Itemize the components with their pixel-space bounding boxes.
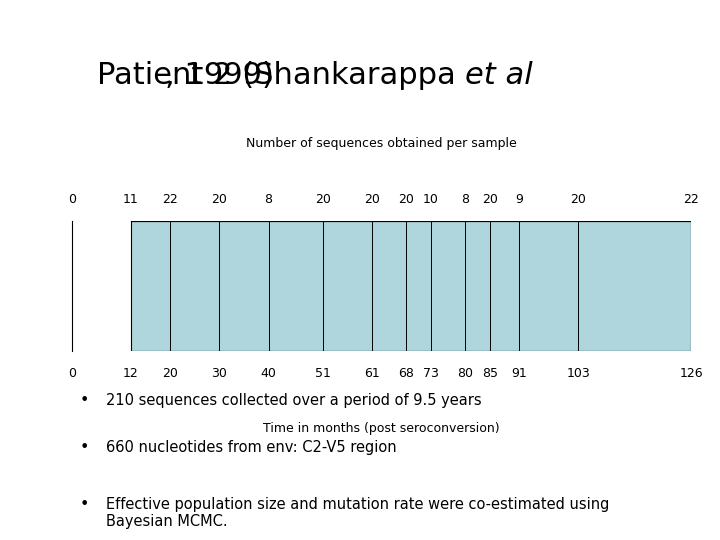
Text: 51: 51 <box>315 367 330 380</box>
Text: 61: 61 <box>364 367 379 380</box>
Text: Patient 2 (Shankarappa: Patient 2 (Shankarappa <box>96 60 465 90</box>
Text: 12: 12 <box>123 367 139 380</box>
Text: 11: 11 <box>123 193 139 206</box>
Text: 20: 20 <box>398 193 414 206</box>
Text: 85: 85 <box>482 367 498 380</box>
Text: 0: 0 <box>68 367 76 380</box>
Text: 103: 103 <box>567 367 590 380</box>
Text: 68: 68 <box>398 367 414 380</box>
Text: 126: 126 <box>680 367 703 380</box>
Text: 210 sequences collected over a period of 9.5 years: 210 sequences collected over a period of… <box>106 393 482 408</box>
Text: 0: 0 <box>68 193 76 206</box>
Text: 8: 8 <box>264 193 273 206</box>
Text: •: • <box>80 393 89 408</box>
Text: 10: 10 <box>423 193 438 206</box>
Text: •: • <box>80 497 89 511</box>
Text: 91: 91 <box>511 367 527 380</box>
Text: 660 nucleotides from env: C2-V5 region: 660 nucleotides from env: C2-V5 region <box>106 440 397 455</box>
Text: et al: et al <box>465 60 533 90</box>
Text: 8: 8 <box>461 193 469 206</box>
Text: 40: 40 <box>261 367 276 380</box>
Text: 22: 22 <box>683 193 699 206</box>
Text: Effective population size and mutation rate were co-estimated using
Bayesian MCM: Effective population size and mutation r… <box>106 497 609 529</box>
Text: 80: 80 <box>457 367 473 380</box>
Text: Number of sequences obtained per sample: Number of sequences obtained per sample <box>246 137 517 150</box>
Text: •: • <box>80 440 89 455</box>
Text: 20: 20 <box>570 193 586 206</box>
Text: 20: 20 <box>162 367 179 380</box>
Text: 20: 20 <box>212 193 228 206</box>
Text: 20: 20 <box>315 193 330 206</box>
Text: Time in months (post seroconversion): Time in months (post seroconversion) <box>264 422 500 435</box>
Text: 20: 20 <box>482 193 498 206</box>
Text: Population genetics of HIV: Population genetics of HIV <box>9 183 22 357</box>
Text: 22: 22 <box>163 193 178 206</box>
Text: 73: 73 <box>423 367 438 380</box>
Text: 9: 9 <box>516 193 523 206</box>
Text: 30: 30 <box>212 367 228 380</box>
Text: 20: 20 <box>364 193 379 206</box>
Text: , 1999): , 1999) <box>164 60 274 90</box>
